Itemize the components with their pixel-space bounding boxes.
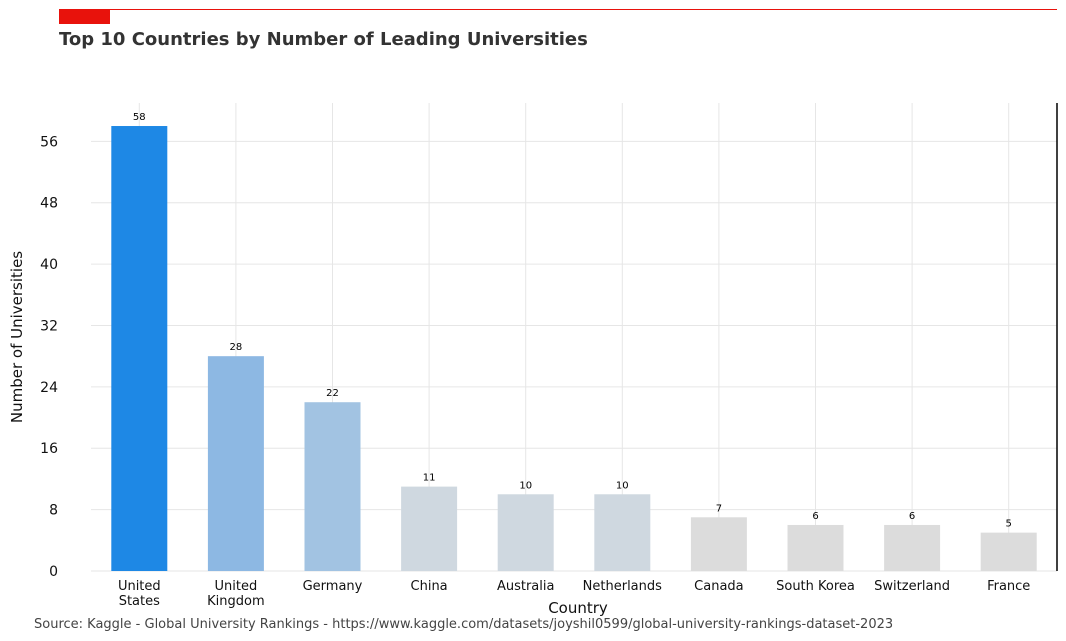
bar — [980, 532, 1037, 571]
x-tick-label: United States — [118, 579, 161, 609]
y-tick-label: 40 — [40, 257, 58, 273]
y-axis-label: Number of Universities — [8, 251, 26, 423]
bar — [497, 494, 554, 571]
y-tick-label: 16 — [40, 441, 58, 457]
chart-title: Top 10 Countries by Number of Leading Un… — [59, 29, 588, 50]
bar-value-label: 28 — [230, 342, 243, 353]
x-tick-label: Australia — [497, 579, 555, 594]
bar-value-label: 7 — [716, 503, 722, 514]
bar — [207, 356, 264, 571]
header-accent-block — [59, 9, 110, 24]
header-accent-rule — [59, 9, 1057, 10]
y-tick-label: 0 — [49, 564, 58, 580]
x-tick-label: Canada — [694, 579, 743, 594]
x-tick-label: Netherlands — [583, 579, 662, 594]
y-tick-label: 32 — [40, 318, 58, 334]
y-tick-label: 48 — [40, 196, 58, 212]
bar-value-label: 22 — [326, 388, 339, 399]
x-tick-label: China — [411, 579, 448, 594]
x-tick-label: South Korea — [776, 579, 855, 594]
bar-value-label: 5 — [1006, 519, 1012, 530]
bar — [401, 486, 458, 571]
x-axis-label: Country — [548, 599, 608, 617]
bar-value-label: 11 — [423, 473, 436, 484]
y-tick-label: 24 — [40, 380, 58, 396]
bar — [594, 494, 651, 571]
bar — [111, 126, 168, 572]
bar-value-label: 6 — [909, 511, 915, 522]
bar-value-label: 10 — [519, 480, 532, 491]
x-tick-label: Switzerland — [874, 579, 950, 594]
y-tick-label: 56 — [40, 134, 58, 150]
bar-value-label: 6 — [812, 511, 818, 522]
bar — [690, 517, 747, 571]
bar-value-label: 58 — [133, 112, 146, 123]
bar — [884, 524, 941, 571]
bar-value-label: 10 — [616, 480, 629, 491]
bar — [304, 402, 361, 571]
bar — [787, 524, 844, 571]
y-tick-label: 8 — [49, 503, 58, 519]
x-tick-label: France — [987, 579, 1030, 594]
x-tick-label: United Kingdom — [207, 579, 265, 609]
x-tick-label: Germany — [303, 579, 363, 594]
source-note: Source: Kaggle - Global University Ranki… — [34, 617, 894, 632]
